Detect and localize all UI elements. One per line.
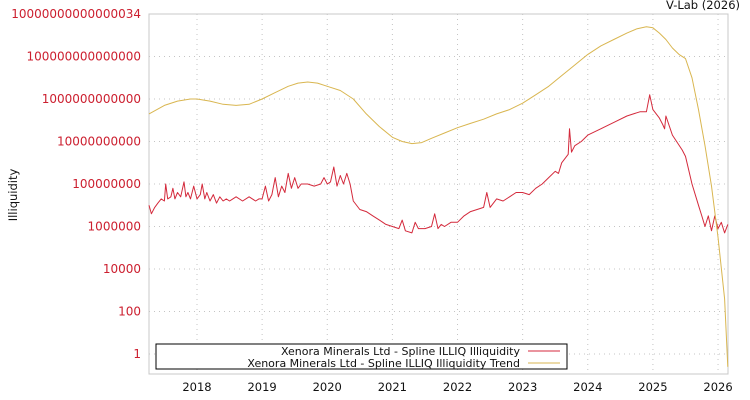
y-axis-ticks: 10000000000000034 100000000000000 10000000… — [11, 7, 141, 361]
legend-box — [155, 343, 568, 370]
x-tick-label: 2022 — [443, 380, 472, 394]
x-tick-label: 2023 — [508, 380, 537, 394]
y-tick-label: 100000000000000 — [26, 50, 141, 64]
grid-lines — [149, 14, 728, 374]
x-axis-ticks: 2018 2019 2020 2021 2022 2023 2024 2025 2026 — [182, 380, 732, 394]
x-tick-label: 2025 — [638, 380, 667, 394]
x-tick-label: 2026 — [703, 380, 732, 394]
y-tick-label: 1000000000000 — [42, 92, 141, 106]
y-axis-label: Illiquidity — [6, 169, 20, 222]
y-tick-label: 10000 — [103, 262, 141, 276]
series-lines — [148, 26, 729, 367]
x-tick-label: 2021 — [378, 380, 407, 394]
y-tick-label: 10000000000 — [57, 135, 141, 149]
chart-credit: V-Lab (2026) — [666, 0, 740, 12]
x-tick-label: 2018 — [182, 380, 211, 394]
legend-label-trend: Xenora Minerals Ltd - Spline ILLIQ Illiq… — [247, 357, 520, 370]
legend-label-illiquidity: Xenora Minerals Ltd - Spline ILLIQ Illiq… — [281, 345, 520, 358]
x-tick-label: 2020 — [313, 380, 342, 394]
y-tick-label: 10000000000000034 — [11, 7, 141, 21]
y-tick-label: 1 — [133, 347, 141, 361]
illiquidity-trend-line — [148, 26, 729, 367]
x-tick-label: 2024 — [573, 380, 602, 394]
y-tick-label: 100000000 — [72, 177, 141, 191]
y-tick-label: 100 — [118, 305, 141, 319]
plot-area-frame — [148, 13, 729, 375]
legend: Xenora Minerals Ltd - Spline ILLIQ Illiq… — [155, 343, 568, 370]
illiquidity-line — [148, 94, 729, 234]
y-tick-label: 1000000 — [88, 220, 141, 234]
x-tick-label: 2019 — [247, 380, 276, 394]
